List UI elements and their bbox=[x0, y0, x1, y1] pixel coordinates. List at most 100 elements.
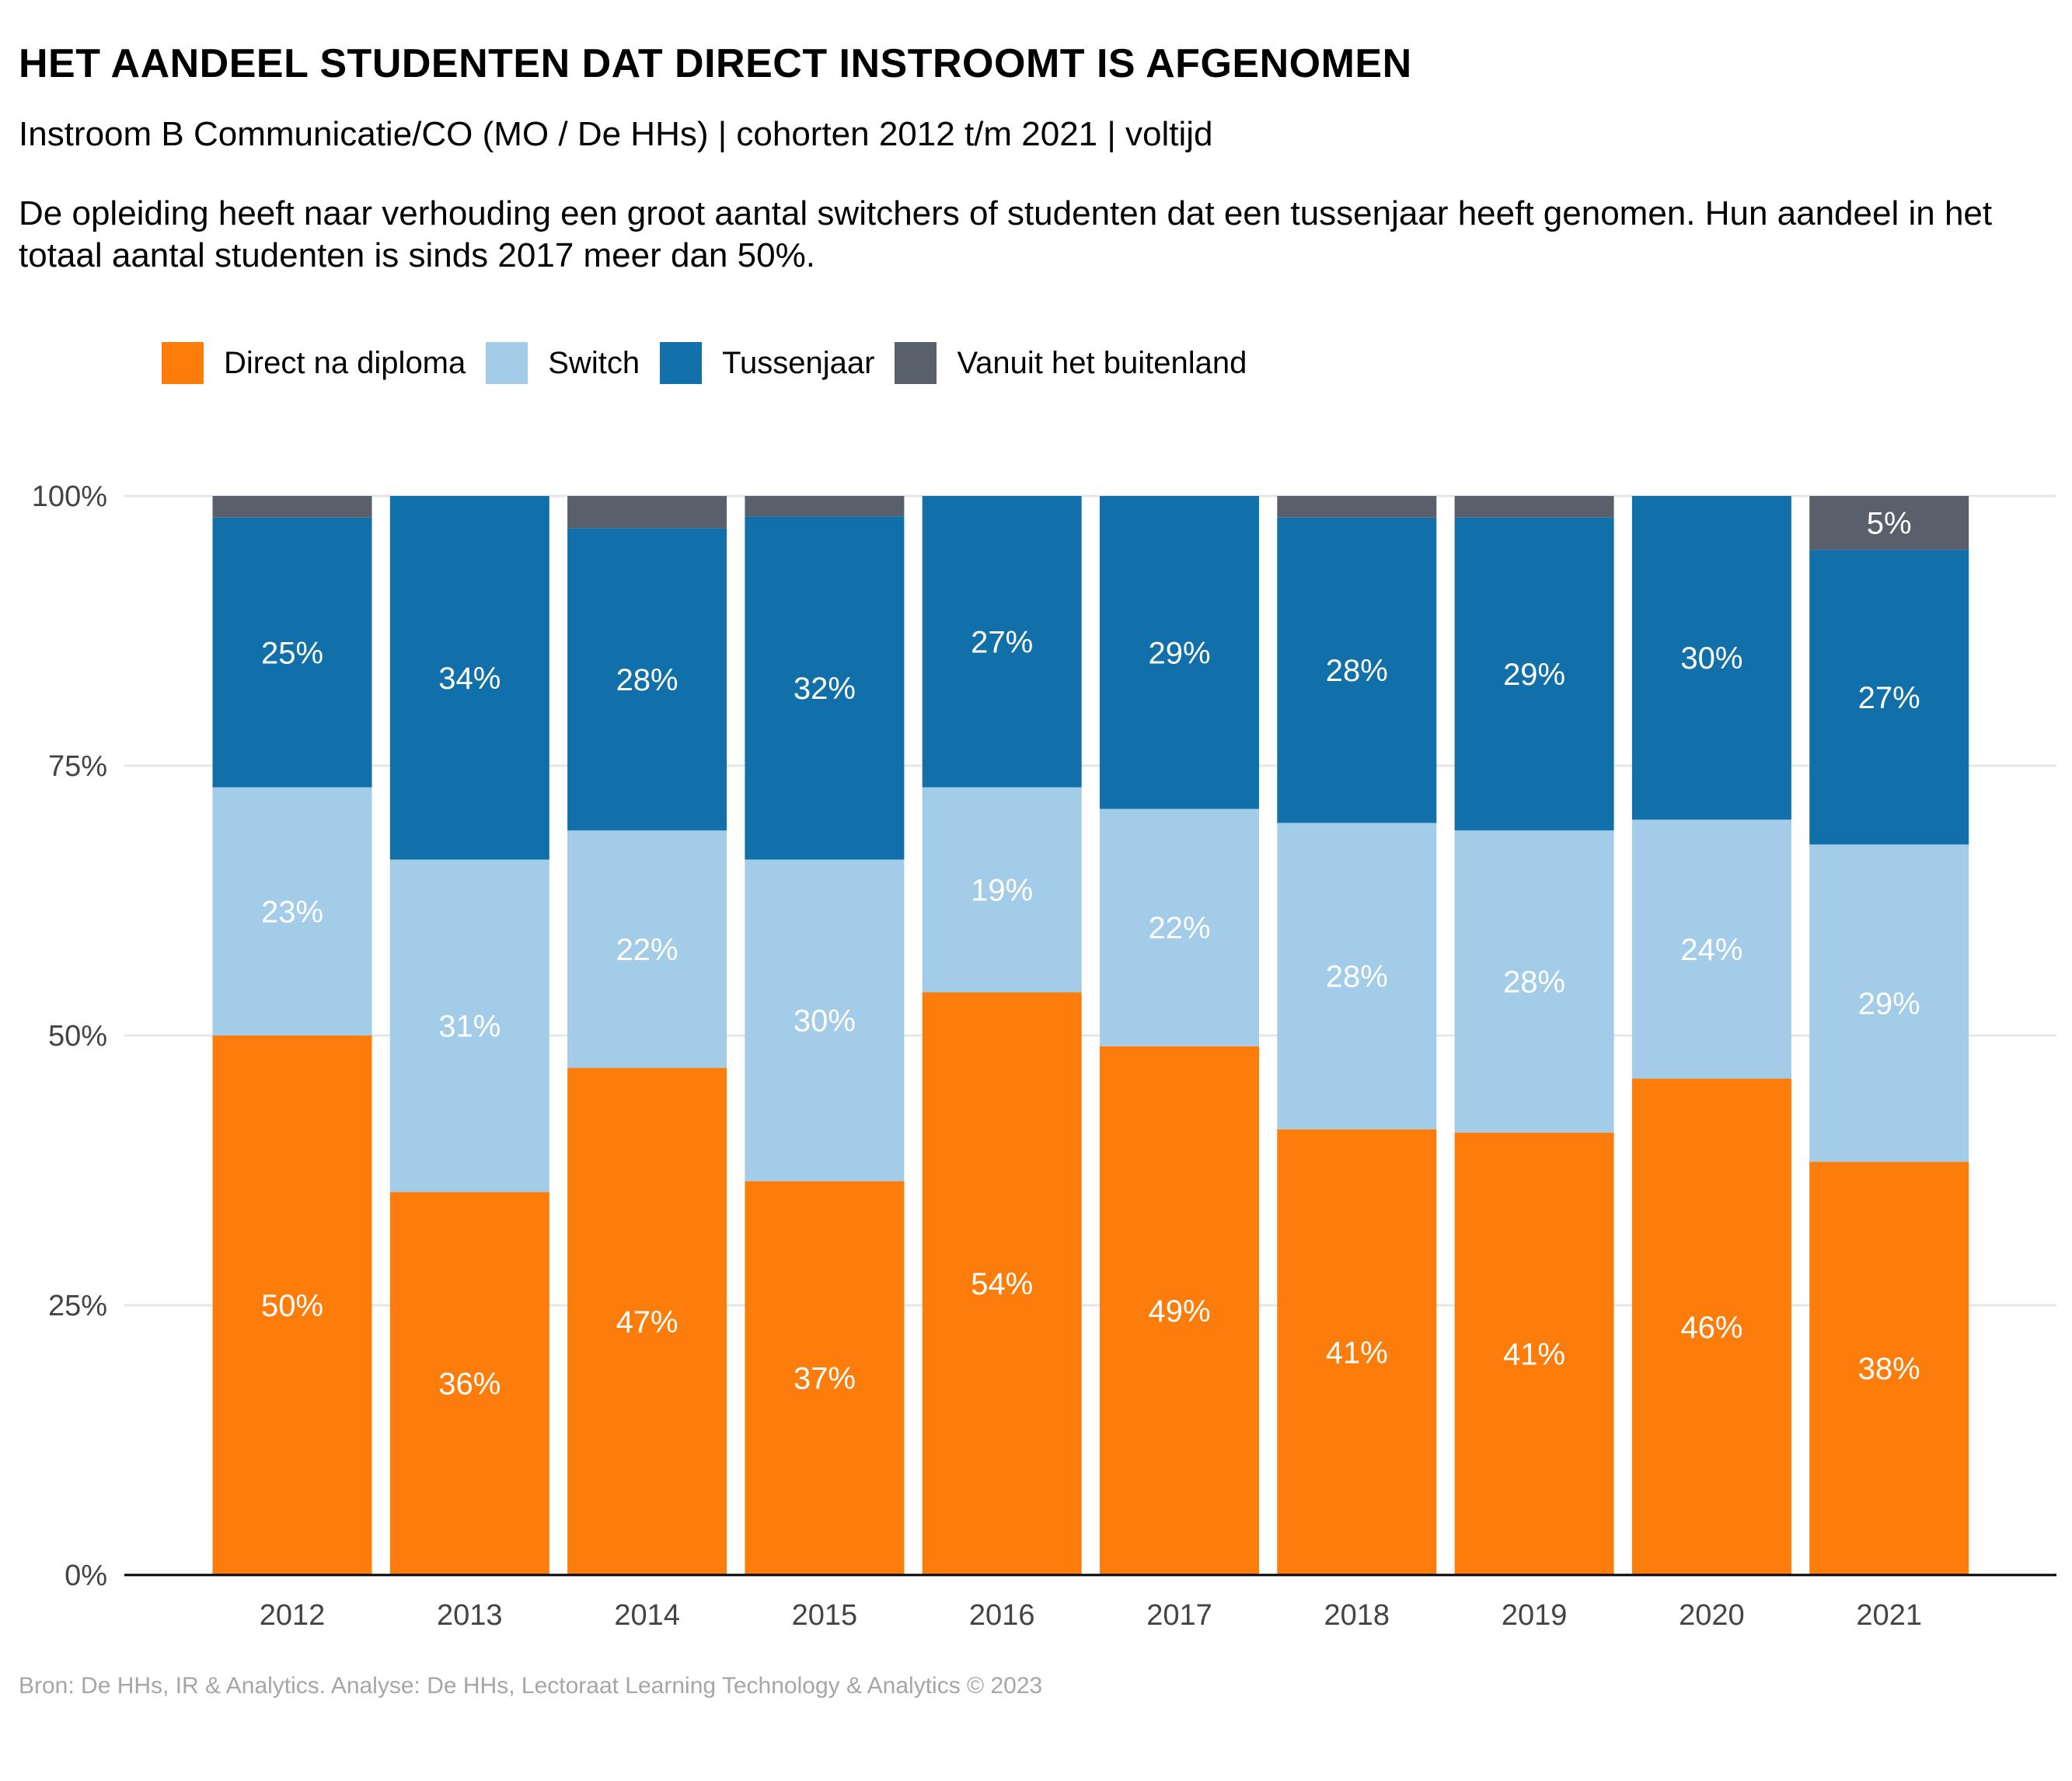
bar-segment bbox=[1809, 496, 1969, 550]
x-tick-label: 2013 bbox=[437, 1599, 503, 1632]
legend: Direct na diploma Switch Tussenjaar Vanu… bbox=[162, 339, 1267, 387]
x-tick-label: 2015 bbox=[792, 1599, 858, 1632]
bar-segment bbox=[389, 1192, 549, 1575]
bar-value-label: 30% bbox=[1680, 641, 1742, 676]
bar-value-label: 47% bbox=[616, 1305, 678, 1339]
bar-segment bbox=[1277, 822, 1437, 1130]
bar-segment bbox=[1809, 550, 1969, 845]
x-tick-label: 2020 bbox=[1679, 1599, 1745, 1632]
bar-segment bbox=[212, 517, 372, 787]
legend-swatch-switch bbox=[486, 342, 528, 384]
bar-value-label: 36% bbox=[438, 1367, 501, 1402]
x-tick-label: 2017 bbox=[1146, 1599, 1212, 1632]
legend-label-switch: Switch bbox=[548, 345, 640, 380]
bar-value-label: 54% bbox=[971, 1267, 1033, 1301]
bar-segment bbox=[567, 496, 727, 529]
bar-value-label: 27% bbox=[971, 625, 1033, 659]
bar-segment bbox=[922, 787, 1082, 993]
bar-segment bbox=[745, 859, 905, 1182]
bar-value-label: 30% bbox=[794, 1004, 856, 1039]
bar-segment bbox=[1100, 1046, 1259, 1575]
bar-segment bbox=[1277, 517, 1437, 823]
legend-label-tussenjaar: Tussenjaar bbox=[722, 345, 875, 380]
bar-value-label: 50% bbox=[261, 1289, 323, 1323]
bar-value-label: 28% bbox=[616, 663, 678, 697]
legend-swatch-tussenjaar bbox=[660, 342, 703, 384]
legend-item-switch: Switch bbox=[486, 342, 640, 384]
y-tick-label: 0% bbox=[65, 1559, 107, 1592]
legend-swatch-direct bbox=[162, 342, 204, 384]
bar-segment bbox=[1454, 496, 1614, 518]
bar-value-label: 37% bbox=[794, 1362, 856, 1396]
bar-segment bbox=[745, 496, 905, 517]
legend-swatch-buitenland bbox=[895, 342, 937, 384]
y-tick-label: 25% bbox=[48, 1290, 107, 1322]
bar-value-label: 28% bbox=[1326, 960, 1388, 994]
y-tick-label: 100% bbox=[32, 480, 107, 513]
bar-value-label: 29% bbox=[1148, 636, 1210, 670]
bar-value-label: 49% bbox=[1148, 1294, 1210, 1329]
bar-segment bbox=[212, 787, 372, 1035]
legend-item-direct: Direct na diploma bbox=[162, 342, 466, 384]
bar-segment bbox=[567, 528, 727, 831]
bar-value-label: 27% bbox=[1858, 681, 1920, 715]
bar-segment bbox=[1809, 1161, 1969, 1575]
x-tick-label: 2019 bbox=[1502, 1599, 1568, 1632]
bar-segment bbox=[1277, 1129, 1437, 1575]
bar-segment bbox=[922, 496, 1082, 787]
legend-item-buitenland: Vanuit het buitenland bbox=[895, 342, 1247, 384]
x-tick-label: 2021 bbox=[1856, 1599, 1922, 1632]
x-tick-label: 2012 bbox=[260, 1599, 326, 1632]
bar-value-label: 31% bbox=[438, 1010, 501, 1044]
bar-segment bbox=[1100, 496, 1259, 809]
bar-segment bbox=[922, 992, 1082, 1575]
bar-value-label: 24% bbox=[1680, 933, 1742, 967]
bar-segment bbox=[1100, 808, 1259, 1046]
legend-label-buitenland: Vanuit het buitenland bbox=[957, 345, 1247, 380]
bar-segment bbox=[1454, 1132, 1614, 1575]
bar-value-label: 32% bbox=[794, 672, 856, 706]
legend-item-tussenjaar: Tussenjaar bbox=[660, 342, 874, 384]
bar-value-label: 41% bbox=[1503, 1337, 1565, 1371]
bar-value-label: 19% bbox=[971, 874, 1033, 908]
bar-value-label: 29% bbox=[1858, 987, 1920, 1021]
x-tick-label: 2016 bbox=[969, 1599, 1035, 1632]
bar-value-label: 28% bbox=[1326, 654, 1388, 688]
bar-segment bbox=[1631, 496, 1791, 820]
bar-value-label: 46% bbox=[1680, 1311, 1742, 1345]
segment-labels: 50% 23% 25% 36% 31% 34% 47% 22% 28% 37% 30% 32% 54% 1… bbox=[261, 507, 1920, 1402]
bar-value-label: 22% bbox=[1148, 911, 1210, 945]
bar-segment bbox=[389, 859, 549, 1193]
x-tick-label: 2014 bbox=[614, 1599, 680, 1632]
bar-segment bbox=[1454, 830, 1614, 1133]
chart-subtitle: Instroom B Communicatie/CO (MO / De HHs)… bbox=[19, 115, 1213, 153]
bars bbox=[212, 496, 1969, 1575]
bar-value-label: 29% bbox=[1503, 658, 1565, 692]
bar-segment bbox=[567, 1067, 727, 1575]
bar-value-label: 22% bbox=[616, 933, 678, 967]
bar-value-label: 25% bbox=[261, 636, 323, 670]
bar-value-label: 28% bbox=[1503, 966, 1565, 1000]
bar-segment bbox=[212, 496, 372, 518]
bar-segment bbox=[745, 1181, 905, 1575]
bar-segment bbox=[1809, 844, 1969, 1162]
bar-segment bbox=[212, 1035, 372, 1575]
bar-segment bbox=[1631, 819, 1791, 1079]
bar-segment bbox=[1277, 496, 1437, 518]
y-tick-label: 50% bbox=[48, 1020, 107, 1053]
bar-value-label: 41% bbox=[1326, 1336, 1388, 1370]
bar-segment bbox=[1454, 517, 1614, 831]
chart-description: De opleiding heeft naar verhouding een g… bbox=[19, 194, 1993, 274]
bar-value-label: 34% bbox=[438, 662, 501, 696]
bar-segment bbox=[567, 830, 727, 1068]
bar-value-label: 23% bbox=[261, 895, 323, 929]
x-tick-label: 2018 bbox=[1324, 1599, 1390, 1632]
source-caption: Bron: De HHs, IR & Analytics. Analyse: D… bbox=[19, 1673, 1043, 1699]
bar-value-label: 38% bbox=[1858, 1352, 1920, 1386]
y-tick-label: 75% bbox=[48, 750, 107, 783]
chart-title: HET AANDEEL STUDENTEN DAT DIRECT INSTROO… bbox=[19, 41, 1412, 86]
bar-segment bbox=[389, 496, 549, 860]
bar-value-label: 5% bbox=[1867, 507, 1912, 541]
bar-segment bbox=[745, 516, 905, 860]
